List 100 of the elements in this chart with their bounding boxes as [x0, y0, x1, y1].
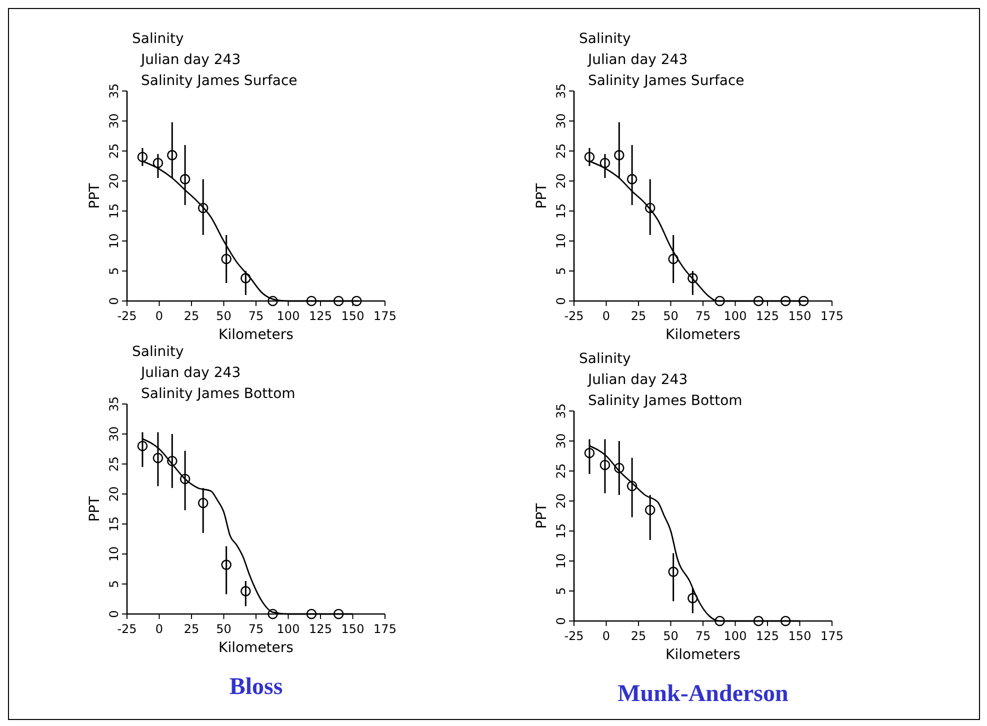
chart-title: Salinity — [132, 31, 184, 47]
x-tick-label: 125 — [756, 309, 779, 323]
chart-title: Salinity — [132, 344, 184, 360]
y-axis-title: PPT — [87, 182, 103, 209]
x-tick-label: 25 — [630, 629, 646, 643]
x-axis-title: Kilometers — [218, 640, 294, 656]
x-tick-label: 150 — [341, 309, 364, 323]
x-tick-label: 100 — [276, 309, 300, 323]
point — [626, 480, 638, 492]
y-tick-label: 10 — [554, 233, 568, 249]
text: Salinity James Bottom — [141, 386, 296, 402]
y-tick-label: 0 — [107, 610, 121, 618]
point — [644, 202, 656, 214]
y-tick-label: 25 — [554, 143, 568, 159]
x-tick-label: 0 — [155, 622, 164, 636]
point — [614, 462, 624, 474]
point — [333, 608, 344, 620]
y-axis-title: PPT — [87, 496, 103, 522]
point — [167, 456, 178, 466]
chart-subtitle: Julian day 243 — [587, 372, 688, 388]
point — [626, 174, 638, 184]
point — [753, 296, 764, 306]
y-tick-label: 25 — [107, 456, 121, 472]
point — [753, 616, 764, 626]
point — [306, 608, 317, 620]
y-tick-label: 35 — [107, 83, 121, 99]
y-tick-label: 15 — [107, 516, 121, 532]
x-tick-label: 125 — [309, 622, 332, 636]
point — [198, 202, 208, 214]
point — [152, 452, 164, 464]
x-tick-label: 150 — [788, 629, 812, 643]
y-tick-label: 20 — [554, 493, 568, 509]
x-tick-label: 125 — [756, 629, 779, 643]
x-tick-label: 75 — [695, 309, 711, 323]
point — [714, 616, 725, 626]
text: Munk-Anderson — [618, 681, 788, 707]
point — [351, 296, 362, 306]
x-tick-label: 0 — [602, 309, 610, 323]
chart-subtitle: Julian day 243 — [587, 52, 688, 68]
y-tick-label: 10 — [107, 546, 121, 562]
y-tick-label: 35 — [554, 83, 568, 99]
point — [333, 296, 344, 306]
y-tick-label: 15 — [554, 203, 568, 219]
x-tick-label: 175 — [374, 622, 396, 636]
text: Salinity James Bottom — [588, 393, 742, 409]
chart-title: Salinity — [579, 31, 631, 47]
point — [688, 593, 698, 604]
point — [798, 296, 809, 306]
x-tick-label: 25 — [630, 309, 646, 323]
x-tick-label: 100 — [724, 629, 747, 643]
x-tick-label: 25 — [184, 309, 200, 323]
point — [268, 608, 278, 620]
point — [714, 296, 725, 306]
y-axis-title: PPT — [534, 182, 550, 209]
text: Bloss — [229, 674, 283, 700]
chart-subtitle: Julian day 243 — [140, 365, 241, 381]
x-tick-label: 175 — [820, 629, 844, 643]
y-tick-label: 35 — [107, 396, 121, 412]
point — [780, 296, 791, 306]
y-tick-label: 15 — [554, 523, 568, 539]
point — [221, 254, 232, 264]
x-tick-label: 50 — [663, 629, 678, 643]
point — [600, 460, 610, 470]
point — [137, 440, 148, 452]
x-tick-label: 100 — [276, 622, 300, 636]
point — [221, 560, 232, 570]
y-axis-title: PPT — [534, 502, 550, 529]
text: Salinity James Surface — [141, 73, 298, 89]
x-tick-label: 150 — [788, 309, 812, 323]
x-tick-label: 0 — [602, 629, 610, 643]
x-tick-label: 25 — [184, 622, 200, 636]
point — [614, 150, 624, 160]
x-tick-label: 75 — [695, 629, 711, 643]
y-tick-label: 5 — [554, 587, 568, 595]
x-tick-label: 75 — [248, 622, 264, 636]
x-axis-title: Kilometers — [666, 647, 740, 663]
y-tick-label: 10 — [107, 233, 121, 249]
chart-subtitle: Julian day 243 — [140, 52, 241, 68]
x-axis-title: Kilometers — [218, 327, 294, 343]
y-tick-label: 25 — [107, 143, 121, 159]
point — [180, 474, 190, 484]
point — [180, 174, 190, 184]
y-tick-label: 20 — [554, 173, 568, 189]
x-axis-title: Kilometers — [666, 327, 740, 343]
y-tick-label: 35 — [554, 403, 568, 419]
point — [152, 158, 164, 168]
point — [137, 152, 148, 162]
chart-title: Salinity — [579, 351, 631, 367]
x-tick-label: 50 — [663, 309, 678, 323]
y-tick-label: 20 — [107, 486, 121, 502]
x-tick-label: -25 — [564, 309, 584, 323]
y-tick-label: 20 — [107, 173, 121, 189]
y-tick-label: 30 — [554, 113, 568, 129]
point — [644, 504, 656, 516]
point — [668, 254, 678, 264]
point — [268, 296, 278, 306]
point — [240, 586, 251, 596]
y-tick-label: 5 — [107, 580, 121, 588]
text: Salinity James Surface — [588, 73, 744, 89]
y-tick-label: 15 — [107, 203, 121, 219]
